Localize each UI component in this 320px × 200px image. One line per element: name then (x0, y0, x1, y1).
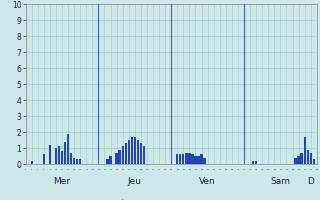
Bar (137, 140, 139, 164)
Bar (188, 153, 190, 164)
Bar (182, 154, 184, 164)
Bar (122, 146, 124, 164)
Bar (64, 142, 66, 164)
Bar (55, 148, 57, 164)
Bar (309, 153, 312, 164)
Bar (70, 153, 72, 164)
Bar (106, 159, 108, 164)
Bar (58, 146, 60, 164)
Bar (179, 154, 181, 164)
Bar (116, 153, 118, 164)
Bar (255, 161, 257, 164)
Bar (294, 158, 297, 164)
Bar (298, 156, 300, 164)
Bar (49, 145, 51, 164)
Bar (194, 156, 196, 164)
Bar (109, 156, 112, 164)
Bar (252, 161, 254, 164)
Bar (200, 154, 203, 164)
Bar (307, 150, 309, 164)
Bar (143, 146, 145, 164)
Bar (43, 154, 45, 164)
Bar (300, 153, 303, 164)
Bar (79, 159, 81, 164)
Text: D: D (307, 177, 314, 186)
Bar (313, 159, 315, 164)
Text: Mer: Mer (53, 177, 71, 186)
Bar (73, 158, 75, 164)
Bar (185, 153, 188, 164)
Bar (191, 154, 194, 164)
Bar (76, 159, 78, 164)
Bar (67, 134, 69, 164)
Bar (304, 137, 306, 164)
Bar (118, 150, 121, 164)
Text: Ven: Ven (199, 177, 216, 186)
Bar (124, 143, 127, 164)
Bar (197, 156, 200, 164)
Bar (134, 137, 136, 164)
Bar (140, 143, 142, 164)
Bar (128, 140, 130, 164)
Text: Sam: Sam (270, 177, 291, 186)
Bar (61, 151, 63, 164)
Text: Précipitations 24h ( mm ): Précipitations 24h ( mm ) (109, 199, 233, 200)
Bar (204, 158, 206, 164)
Bar (30, 161, 33, 164)
Bar (131, 137, 133, 164)
Bar (176, 154, 179, 164)
Text: Jeu: Jeu (128, 177, 142, 186)
